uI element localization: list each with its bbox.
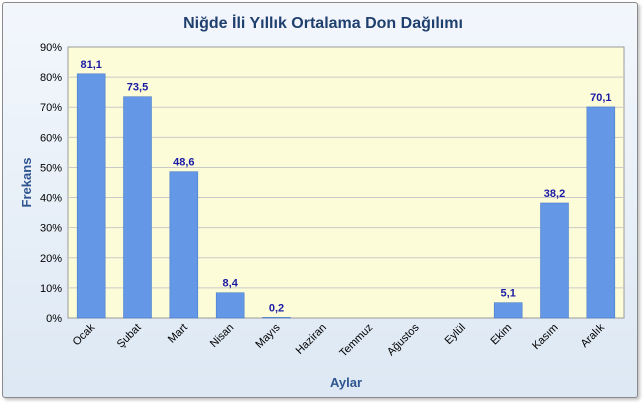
data-label-3: 48,6 — [173, 157, 194, 169]
y-tick-label: 20% — [40, 253, 62, 265]
data-label-1: 81,1 — [80, 59, 101, 71]
x-tick-label: Şubat — [115, 322, 144, 351]
x-tick-label: Ekim — [489, 322, 515, 348]
bars — [76, 73, 616, 319]
chart-svg: Niğde İli Yıllık Ortalama Don Dağılımı 0… — [19, 14, 625, 390]
data-labels: 81,1 73,5 48,6 8,4 0,2 5,1 38,2 70,1 — [80, 59, 611, 315]
bar-5 — [262, 317, 291, 319]
x-axis-ticks: Ocak Şubat Mart Nisan Mayıs Haziran Temmuz Ağus… — [71, 321, 608, 359]
bar-1 — [76, 73, 106, 319]
y-tick-label: 90% — [40, 42, 62, 54]
y-axis-label: Frekans — [19, 158, 34, 208]
x-tick-label: Temmuz — [337, 322, 375, 360]
bar-3 — [169, 171, 199, 319]
bar-4 — [215, 292, 245, 319]
x-tick-label: Ağustos — [385, 321, 422, 358]
y-tick-label: 80% — [40, 72, 62, 84]
y-axis-ticks: 0% 10% 20% 30% 40% 50% 60% 70% 80% 90% — [40, 42, 62, 325]
x-axis-label: Aylar — [330, 375, 362, 390]
chart-frame: Niğde İli Yıllık Ortalama Don Dağılımı 0… — [2, 2, 638, 398]
bar-12 — [586, 106, 616, 319]
y-tick-label: 70% — [40, 102, 62, 114]
data-label-2: 73,5 — [127, 82, 148, 94]
x-tick-label: Nisan — [208, 322, 236, 350]
x-tick-label: Haziran — [294, 322, 329, 357]
grid-lines — [68, 76, 624, 289]
data-label-4: 8,4 — [223, 278, 239, 290]
y-tick-label: 50% — [40, 162, 62, 174]
bar-11 — [540, 202, 569, 319]
x-tick-label: Eylül — [443, 322, 468, 347]
bar-10 — [493, 302, 523, 319]
data-label-12: 70,1 — [590, 92, 611, 104]
x-tick-label: Mart — [166, 322, 190, 346]
data-label-11: 38,2 — [544, 188, 565, 200]
y-tick-label: 60% — [40, 132, 62, 144]
x-tick-label: Mayıs — [253, 321, 283, 351]
data-label-5: 0,2 — [269, 302, 284, 314]
bar-2 — [123, 96, 152, 319]
y-tick-label: 10% — [40, 283, 62, 295]
data-label-10: 5,1 — [501, 288, 516, 300]
y-tick-label: 0% — [46, 313, 62, 325]
x-tick-label: Kasım — [530, 322, 561, 353]
chart-title: Niğde İli Yıllık Ortalama Don Dağılımı — [183, 14, 463, 32]
x-tick-label: Aralık — [579, 321, 608, 350]
plot-area — [67, 46, 625, 319]
y-tick-label: 30% — [40, 223, 62, 235]
y-tick-label: 40% — [40, 193, 62, 205]
x-tick-label: Ocak — [71, 321, 98, 348]
